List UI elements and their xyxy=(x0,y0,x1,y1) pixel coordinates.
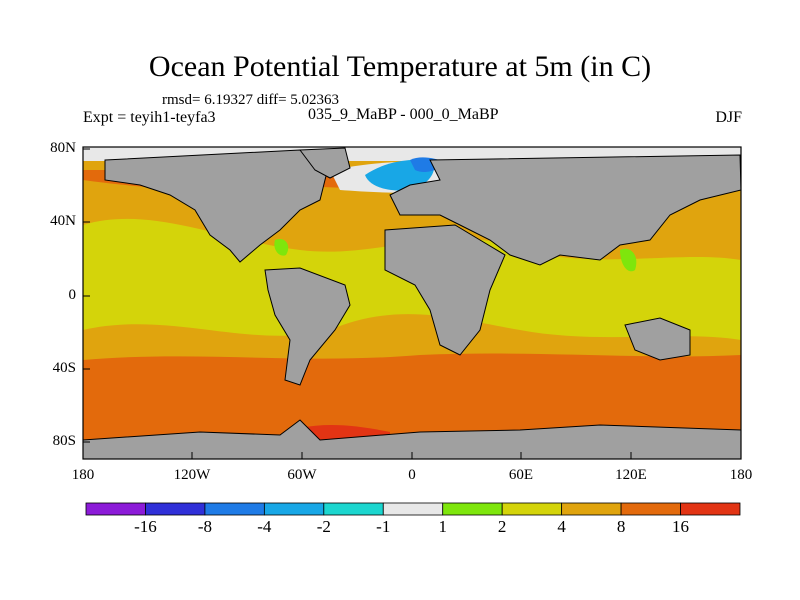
colorbar-swatch xyxy=(680,502,741,516)
x-tick-label-60w: 60W xyxy=(287,467,317,483)
colorbar-tick-label: 8 xyxy=(616,517,626,536)
colorbar-swatch xyxy=(85,502,146,516)
x-tick-label-120w: 120W xyxy=(173,467,211,483)
y-tick-marks xyxy=(83,148,90,443)
colorbar-swatch xyxy=(620,502,681,516)
colorbar-tick-label: -4 xyxy=(257,517,272,536)
experiment-label: Expt = teyih1-teyfa3 xyxy=(83,109,216,126)
colorbar-tick-label: 1 xyxy=(438,517,447,536)
season-label: DJF xyxy=(715,109,742,126)
colorbar-tick-label: 2 xyxy=(497,517,507,536)
australia xyxy=(624,317,691,361)
colorbar-swatch xyxy=(442,502,503,516)
land-masses xyxy=(83,147,741,459)
y-tick-label-0: 0 xyxy=(68,287,77,303)
y-tick-label-40n: 40N xyxy=(50,213,76,229)
y-tick-label-80n: 80N xyxy=(50,140,76,156)
greenland xyxy=(299,147,351,179)
colorbar-swatch xyxy=(323,502,384,516)
x-tick-label-180e: 180 xyxy=(729,467,753,483)
colorbar-tick-label: -1 xyxy=(376,517,391,536)
antarctica xyxy=(83,419,741,459)
eurasia xyxy=(389,154,741,266)
colorbar-swatch xyxy=(501,502,563,516)
colorbar-swatch xyxy=(561,502,622,516)
x-tick-label-0: 0 xyxy=(408,467,416,483)
west-pacific-green-patch xyxy=(620,248,637,272)
colorbar-swatch xyxy=(145,502,206,516)
comparison-label: 035_9_MaBP - 000_0_MaBP xyxy=(308,106,499,123)
x-tick-label-180w: 180 xyxy=(71,467,95,483)
africa xyxy=(384,224,506,356)
y-tick-label-40s: 40S xyxy=(52,360,76,376)
colorbar-tick-label: -8 xyxy=(197,517,212,536)
colorbar xyxy=(85,502,741,516)
colorbar-tick-label: -16 xyxy=(134,517,157,536)
map-field xyxy=(83,147,741,459)
y-tick-label-80s: 80S xyxy=(52,433,76,449)
colorbar-tick-label: -2 xyxy=(316,517,331,536)
colorbar-swatch xyxy=(382,502,444,516)
south-america xyxy=(264,267,351,386)
colorbar-tick-label: 4 xyxy=(557,517,566,536)
x-tick-marks xyxy=(82,452,742,459)
colorbar-tick-label: 16 xyxy=(672,517,690,536)
colorbar-swatch xyxy=(204,502,265,516)
map-title: Ocean Potential Temperature at 5m (in C) xyxy=(148,50,652,83)
x-tick-label-120e: 120E xyxy=(615,467,647,483)
stats-label: rmsd= 6.19327 diff= 5.02363 xyxy=(162,92,340,108)
colorbar-swatch xyxy=(263,502,325,516)
x-tick-label-60e: 60E xyxy=(508,467,534,483)
central-america-green-patch xyxy=(274,239,289,256)
